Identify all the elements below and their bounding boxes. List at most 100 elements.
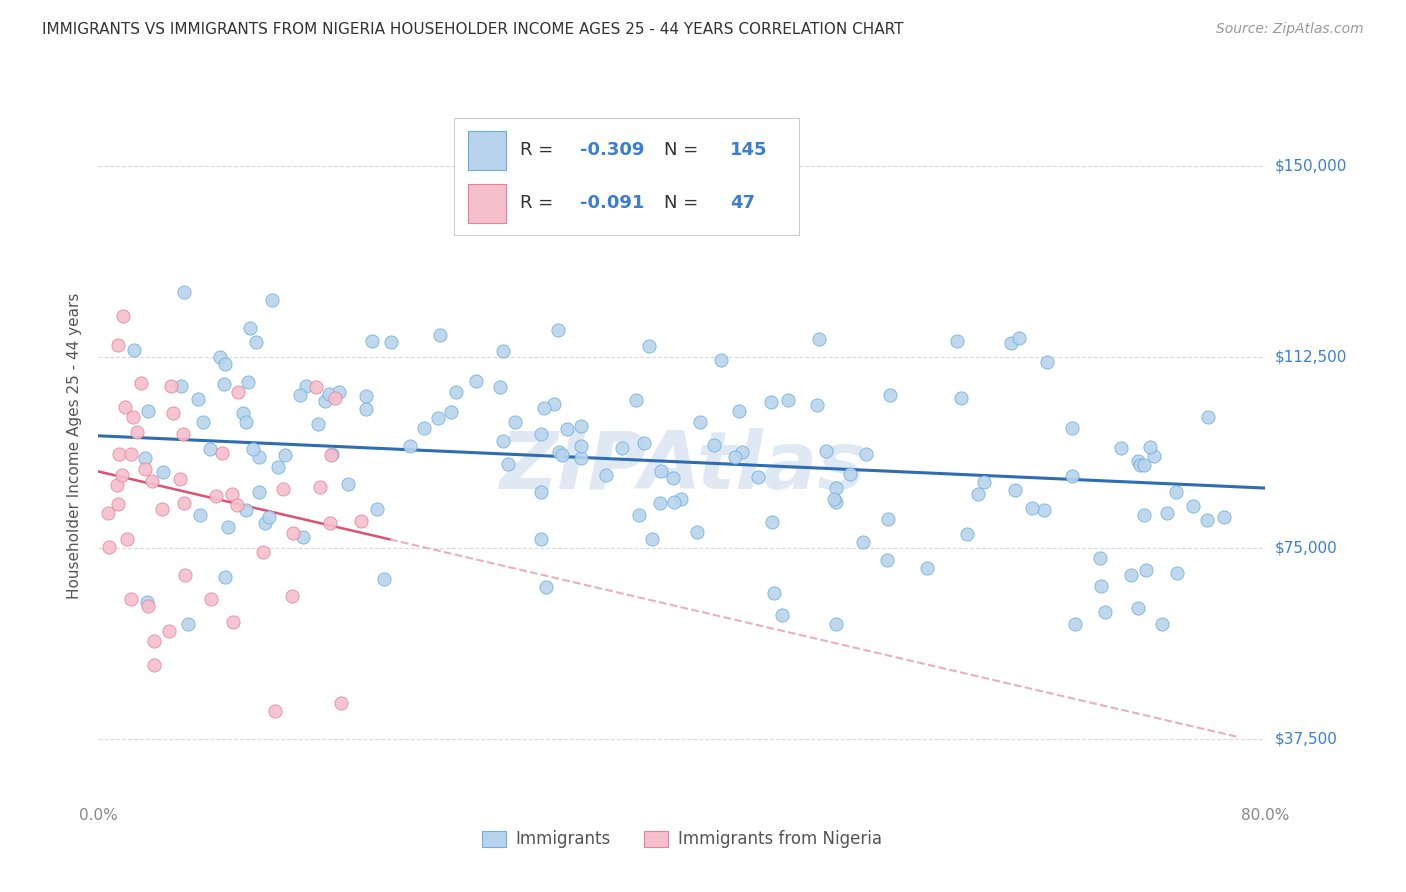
Point [650,496,672,510]
Point [328,384,350,399]
Point [245,335,267,350]
Point [806,398,828,412]
Point [373,573,395,587]
Point [973,475,995,489]
Point [492,434,515,448]
Point [807,332,830,346]
Point [214,570,236,584]
Point [107,446,129,460]
Point [225,499,247,513]
Point [350,514,373,528]
Point [314,394,336,409]
Point [551,448,574,462]
Point [111,309,134,323]
Point [548,445,571,459]
Point [610,441,633,455]
Point [533,401,555,416]
Point [1004,483,1026,497]
Point [214,357,236,371]
Point [120,591,142,606]
Point [257,509,280,524]
Point [177,617,200,632]
Point [492,343,515,358]
Point [247,485,270,500]
Point [170,378,193,392]
Text: $112,500: $112,500 [1275,350,1347,364]
Point [321,448,343,462]
Point [281,525,304,540]
Point [136,599,159,613]
Point [235,415,257,429]
Point [1036,355,1059,369]
Point [662,494,685,508]
Point [825,617,848,632]
Point [120,447,142,461]
Point [134,462,156,476]
Point [650,464,672,478]
Point [98,540,121,554]
Point [628,508,651,522]
Point [135,595,157,609]
Point [915,560,938,574]
Point [252,545,274,559]
Point [949,391,972,405]
Point [122,343,145,358]
Point [661,471,683,485]
Point [253,516,276,530]
Point [1143,450,1166,464]
Point [260,293,283,307]
Point [1062,468,1084,483]
Point [236,375,259,389]
Point [1181,500,1204,514]
Point [710,353,733,368]
Point [143,658,166,673]
Point [235,503,257,517]
Point [1139,440,1161,454]
Point [429,328,451,343]
Point [547,323,569,337]
Point [319,516,342,531]
Point [852,534,875,549]
Point [323,392,346,406]
Point [1008,331,1031,345]
Point [295,379,318,393]
Point [173,495,195,509]
Point [1166,485,1188,500]
Point [439,405,461,419]
Point [152,465,174,479]
Point [633,436,655,450]
Point [228,384,250,399]
Point [946,334,969,348]
Point [770,608,793,623]
Point [814,443,837,458]
Point [174,567,197,582]
Point [1064,617,1087,632]
Point [97,506,120,520]
Point [1088,550,1111,565]
Point [689,415,711,429]
Point [127,425,149,440]
Point [221,615,243,629]
Point [839,467,862,481]
Point [105,478,128,492]
Point [274,448,297,462]
Point [637,339,659,353]
Point [212,377,235,392]
Point [247,450,270,464]
Point [273,482,295,496]
Point [759,395,782,409]
Point [209,350,232,364]
Point [877,512,900,526]
Point [956,527,979,541]
Point [217,520,239,534]
Point [366,501,388,516]
Point [778,393,800,408]
Point [1128,600,1150,615]
Point [141,474,163,488]
Point [1132,458,1154,472]
Point [356,389,378,403]
Point [876,553,898,567]
Point [242,442,264,457]
Point [824,494,846,508]
Point [1166,566,1188,581]
